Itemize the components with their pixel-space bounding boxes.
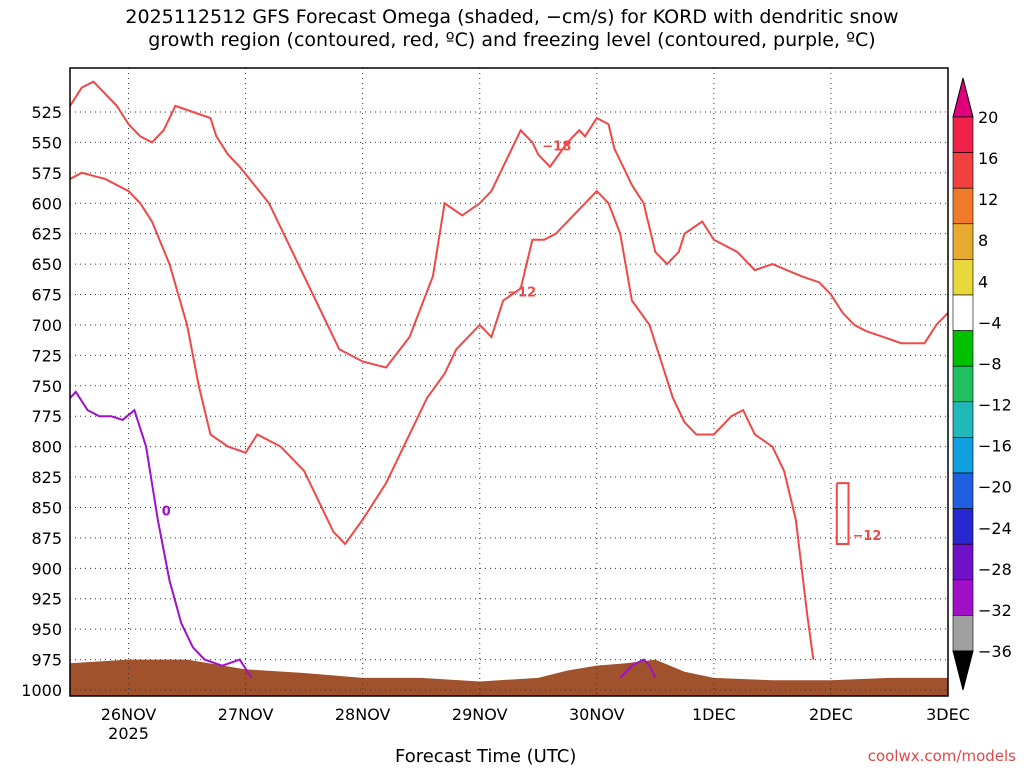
y-tick-label-9: 750 — [31, 377, 62, 396]
colorbar-swatch-2 — [952, 187, 974, 225]
colorbar-swatch-13 — [952, 579, 974, 616]
colorbar-label-1: 16 — [978, 149, 998, 168]
contour-label-2: −12 — [852, 529, 881, 544]
y-tick-label-4: 625 — [31, 225, 62, 244]
colorbar-swatch-5 — [952, 294, 974, 331]
contour-line-1 — [70, 171, 815, 660]
y-tick-label-5: 650 — [31, 255, 62, 274]
contour-labels: −18 −12 −12 0 — [162, 140, 882, 544]
y-tick-label-0: 525 — [31, 103, 62, 122]
colorbar-swatch-6 — [952, 330, 974, 367]
colorbar-label-8: −16 — [978, 437, 1012, 456]
y-tick-label-3: 600 — [31, 194, 62, 213]
colorbar-label-3: 8 — [978, 231, 988, 250]
contour-label-0: −18 — [542, 140, 571, 155]
x-tick-label-2: 28NOV — [335, 705, 391, 724]
x-tick-label-3: 29NOV — [452, 705, 508, 724]
colorbar-label-10: −24 — [978, 519, 1012, 538]
colorbar-swatch-9 — [952, 437, 974, 474]
y-tick-label-19: 1000 — [21, 681, 62, 700]
colorbar-swatch-1 — [952, 152, 974, 189]
x-tick-label-4: 30NOV — [569, 705, 625, 724]
y-tick-label-1: 550 — [31, 133, 62, 152]
x-tick-label-7: 3DEC — [926, 705, 970, 724]
colorbar-label-0: 20 — [978, 108, 998, 127]
contour-line-2 — [835, 482, 850, 545]
colorbar-top-arrow — [952, 77, 974, 118]
colorbar-label-7: −12 — [978, 396, 1012, 415]
x-tick-label-5: 1DEC — [692, 705, 736, 724]
colorbar-label-6: −8 — [978, 354, 1002, 373]
colorbar-swatch-0 — [952, 116, 974, 153]
colorbar-swatch-11 — [952, 508, 974, 545]
colorbar-label-5: −4 — [978, 313, 1002, 332]
x-tick-label-0: 26NOV — [101, 705, 157, 724]
colorbar-label-9: −20 — [978, 478, 1012, 497]
contour-label-3: 0 — [162, 505, 171, 520]
colorbar-swatch-10 — [952, 472, 974, 509]
terrain-layer — [70, 659, 948, 696]
contour-line-0 — [70, 80, 948, 369]
contour-layer — [70, 80, 948, 679]
terrain-area — [70, 659, 948, 696]
colorbar-swatch-4 — [952, 259, 974, 296]
contour-label-1: −12 — [507, 286, 536, 301]
y-tick-label-17: 950 — [31, 620, 62, 639]
y-tick-label-12: 825 — [31, 468, 62, 487]
colorbar-label-11: −28 — [978, 560, 1012, 579]
colorbar-bottom-arrow — [952, 650, 974, 691]
contour-line-4 — [619, 658, 657, 679]
x-tick-label-6: 2DEC — [809, 705, 853, 724]
grid — [70, 68, 949, 696]
colorbar-swatch-7 — [952, 365, 974, 403]
colorbar-label-13: −36 — [978, 642, 1012, 661]
chart-title: 2025112512 GFS Forecast Omega (shaded, −… — [125, 6, 899, 51]
y-tick-label-15: 900 — [31, 559, 62, 578]
x-tick-label-1: 27NOV — [218, 705, 274, 724]
contour-line-3 — [70, 390, 253, 679]
y-tick-label-7: 700 — [31, 316, 62, 335]
colorbar: 20 16 12 8 4 −4 −8 −12 −16 −20 −24 −28 −32 −36 — [952, 77, 1012, 691]
colorbar-label-4: 4 — [978, 272, 988, 291]
colorbar-label-12: −32 — [978, 601, 1012, 620]
y-tick-label-11: 800 — [31, 438, 62, 457]
y-tick-label-14: 875 — [31, 529, 62, 548]
y-tick-label-18: 975 — [31, 651, 62, 670]
credit-text: coolwx.com/models — [867, 747, 1016, 765]
y-tick-label-16: 925 — [31, 590, 62, 609]
colorbar-swatch-8 — [952, 401, 974, 438]
y-tick-labels: 525 550 575 600 625 650 675 700 725 750 775 800 825 8… — [21, 103, 62, 700]
y-tick-label-8: 725 — [31, 346, 62, 365]
plot-frame — [69, 67, 949, 697]
x-tick-sublabel-0: 2025 — [108, 724, 149, 743]
y-tick-label-10: 775 — [31, 407, 62, 426]
colorbar-label-2: 12 — [978, 190, 998, 209]
colorbar-swatch-12 — [952, 543, 974, 581]
y-tick-label-6: 675 — [31, 286, 62, 305]
y-tick-label-2: 575 — [31, 164, 62, 183]
y-tick-label-13: 850 — [31, 498, 62, 517]
colorbar-swatch-14 — [952, 615, 974, 652]
x-axis-label: Forecast Time (UTC) — [395, 746, 577, 767]
colorbar-swatch-3 — [952, 223, 974, 260]
